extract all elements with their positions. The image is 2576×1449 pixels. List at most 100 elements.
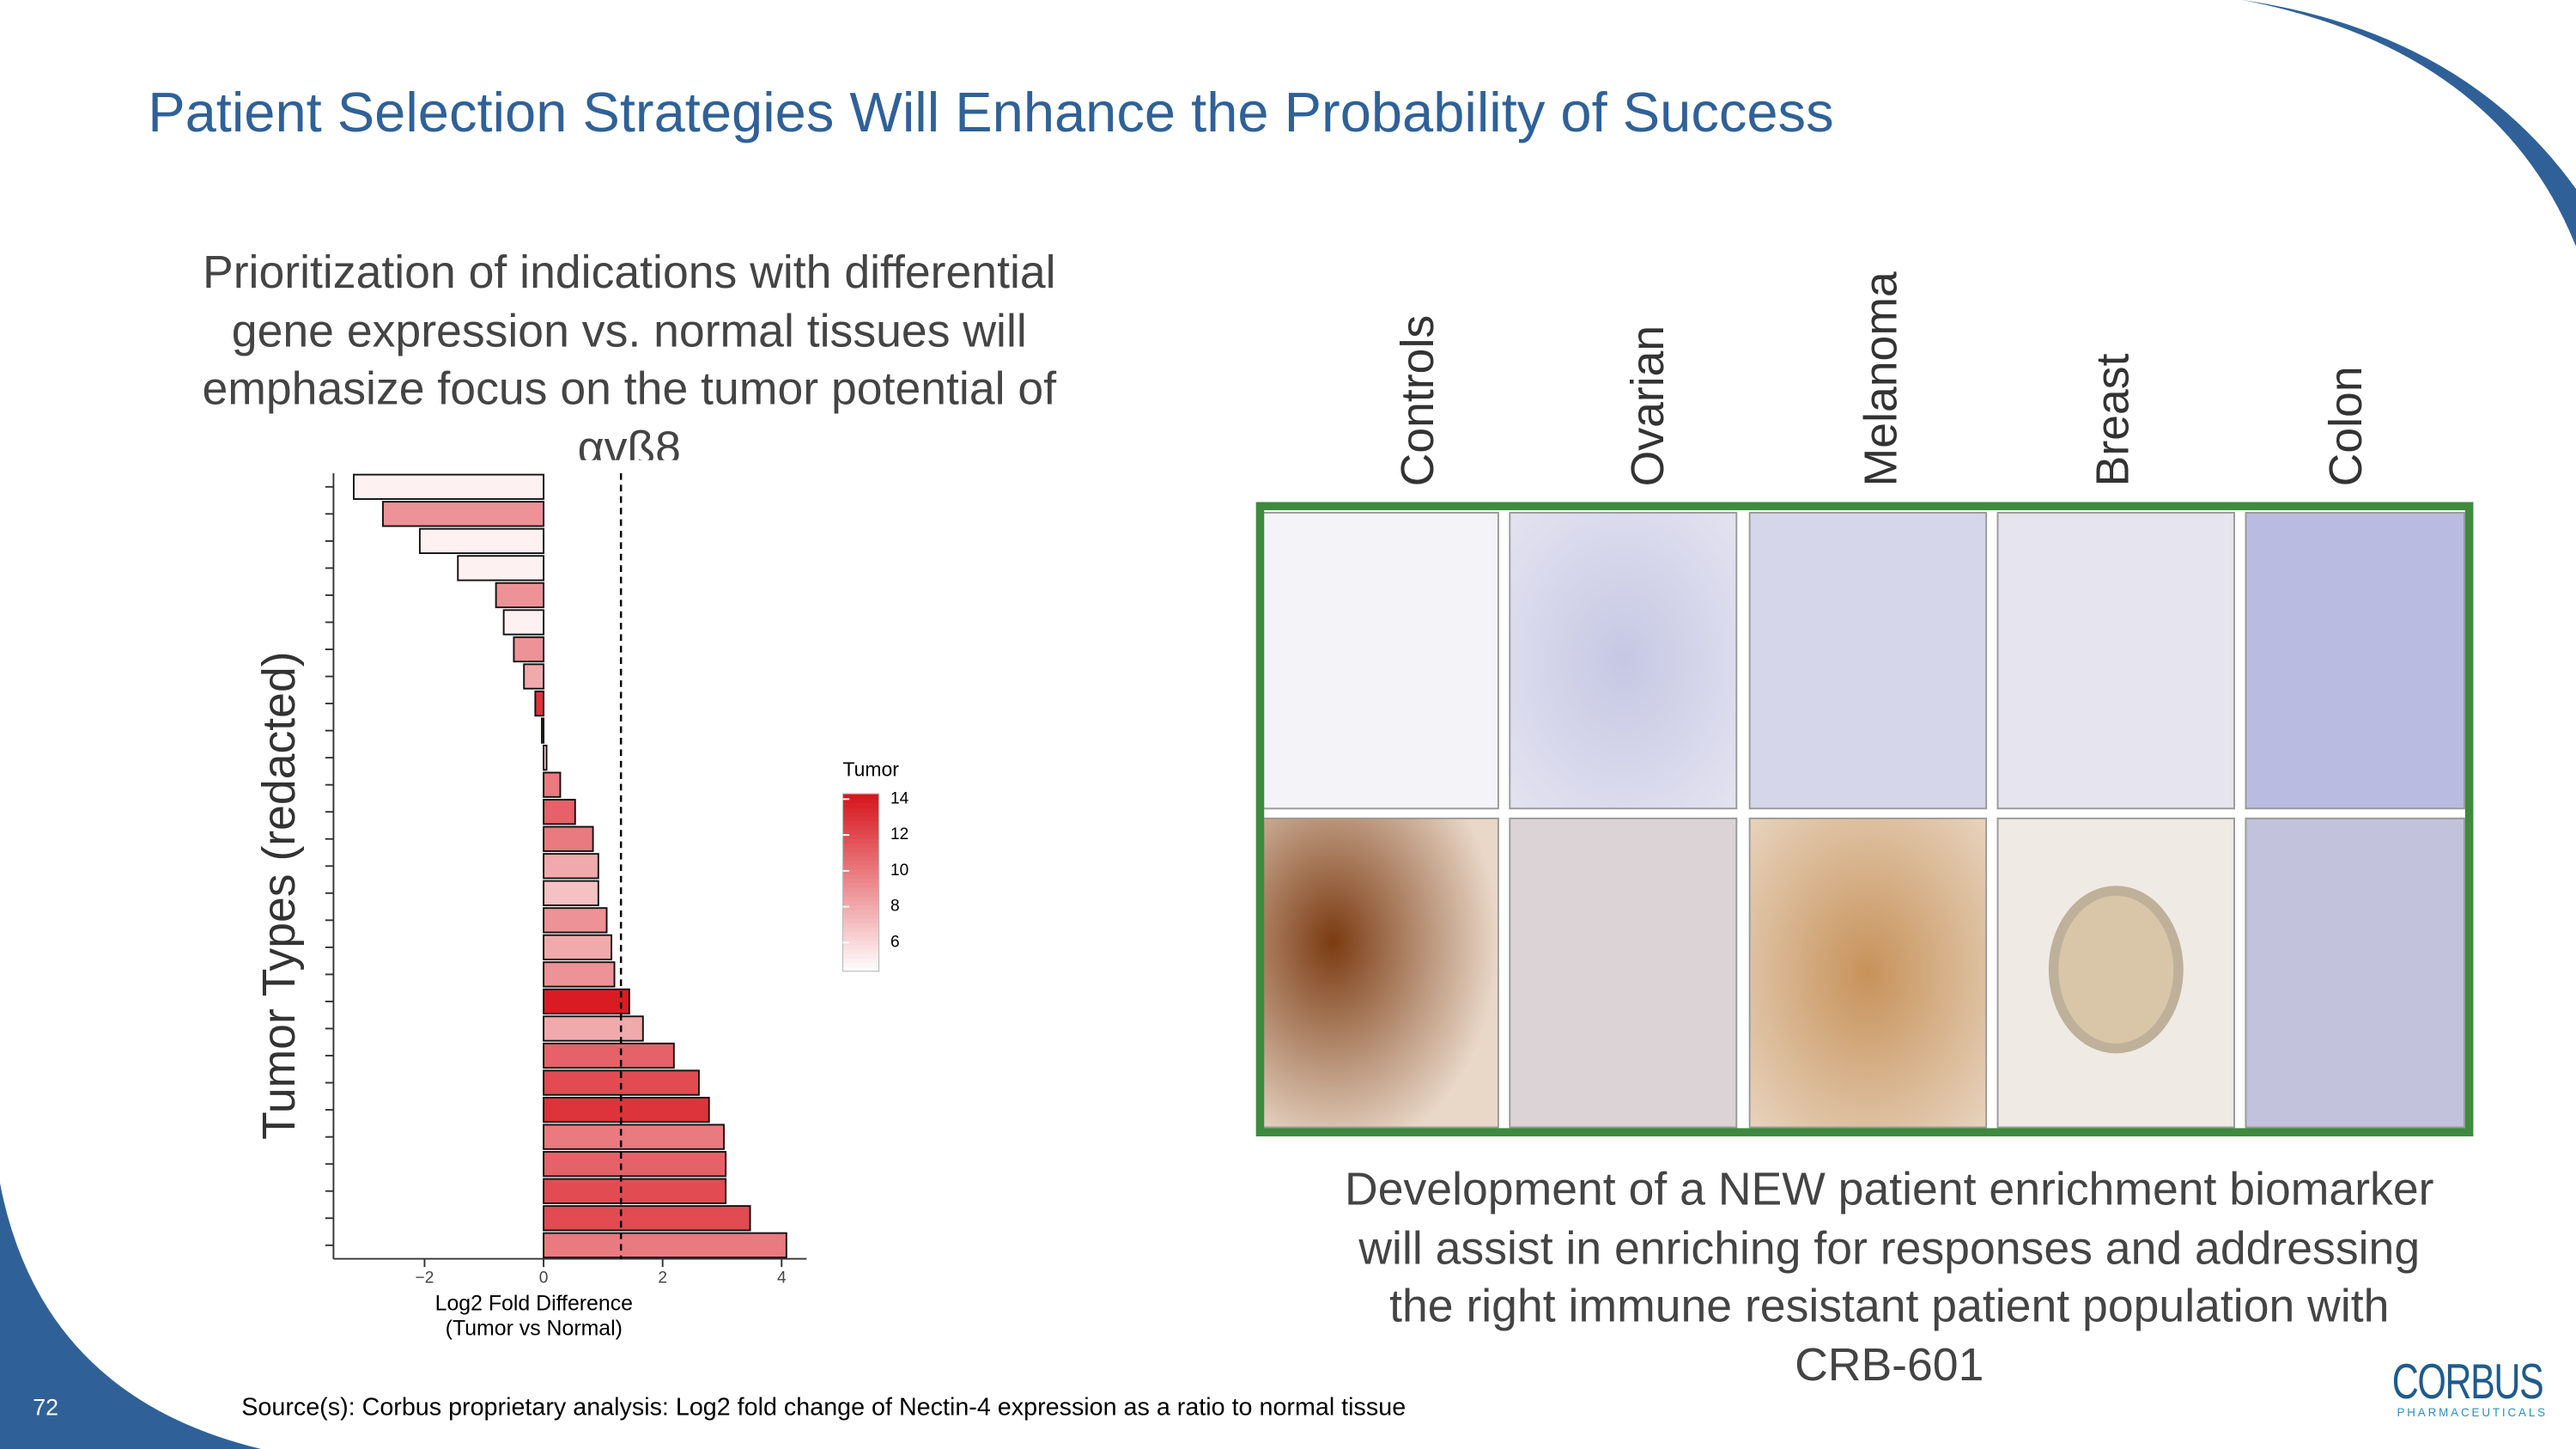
text-line: gene expression vs. normal tissues will [231,304,1027,356]
bar [523,663,545,690]
bar [543,853,599,880]
text-line: the right immune resistant patient popul… [1389,1280,2390,1331]
tissue-detail [2048,886,2184,1054]
colorbar-step [842,837,879,843]
colorbar-title: Tumor [843,758,900,780]
colorbar-step [842,966,879,972]
bar [543,1178,727,1204]
text-line: CRB-601 [1795,1338,1984,1390]
colorbar-step [842,825,879,831]
colorbar-step [842,811,879,817]
colorbar-step [842,802,879,808]
colorbar-step [842,855,879,861]
colorbar-tick-label: 14 [890,789,909,807]
colorbar-tick-label: 12 [890,825,908,843]
tissue-tile [2245,511,2465,810]
colorbar-step [842,882,879,888]
bar [543,771,562,798]
tissue-tile [1509,511,1738,810]
bar [543,988,630,1015]
colorbar-frame [841,793,880,972]
chart: −2 0 2 4 Log2 Fold Difference(Tumor vs Norma… [229,465,920,1353]
bar [502,609,545,636]
colorbar-step [842,886,879,892]
colorbar-step [842,794,879,800]
tissue-label: Melanoma [1856,271,1907,486]
text-line: emphasize focus on the tumor potential o… [202,362,1057,415]
colorbar-tick-label: 10 [890,861,908,880]
corner-arc [0,1183,262,1449]
colorbar-step [842,833,879,839]
colorbar-step [842,909,879,915]
bar [513,636,545,663]
colorbar-step [842,829,879,835]
tissue-tile [1748,511,1988,810]
bar [543,961,616,988]
x-tick-label: 0 [539,1269,549,1288]
x-tick-label: −2 [416,1269,434,1288]
colorbar-step [842,864,879,870]
x-axis-label: (Tumor vs Normal) [446,1316,623,1340]
tissue-tile [1261,817,1499,1129]
corner-arc-inner [2242,0,2576,190]
left-text: Prioritization of indications with diffe… [148,243,1110,460]
text-line: will assist in enriching for responses a… [1358,1221,2421,1273]
right-text: Development of a NEW patient enrichment … [1281,1160,2497,1394]
colorbar-step [842,962,879,968]
colorbar-step [842,904,879,910]
colorbar-step [842,842,879,849]
tissue-tile [1261,511,1499,810]
tissue-tile [1748,817,1988,1129]
x-axis-label: Log2 Fold Difference [435,1292,633,1316]
logo-name: CORBUS [2391,1355,2544,1410]
tissue-label: Colon [2321,366,2372,486]
colorbar-step [842,948,879,955]
colorbar-step [842,860,879,866]
colorbar-step [842,931,879,937]
tissue-panel: Controls Ovarian Melanoma Breast Colon [1255,271,2474,1137]
bar [543,907,608,934]
logo-tagline: PHARMACEUTICALS [2397,1408,2548,1421]
bar [543,1151,727,1178]
tissue-labels: Controls Ovarian Melanoma Breast Colon [1393,271,2372,486]
text-line: αvß8 [577,421,681,460]
x-tick-label: 4 [777,1269,787,1288]
tissue-label: Breast [2087,353,2138,486]
colorbar-step [842,798,879,804]
tissue-tile [1509,817,1738,1129]
colorbar-step [842,847,879,853]
bar [541,717,545,744]
bar [543,745,548,771]
page-number: 72 [33,1393,59,1421]
colorbar-step [842,895,879,902]
x-tick-label: 2 [658,1269,667,1288]
bar [543,1123,726,1150]
bar [543,1205,751,1232]
source-note: Source(s): Corbus proprietary analysis: … [241,1393,1406,1422]
tissue-tile [2245,817,2465,1129]
colorbar-step [842,922,879,928]
bar [534,690,545,717]
colorbar-step [842,940,879,946]
tissue-frame [1255,502,2474,1137]
text-line: Development of a NEW patient enrichment … [1345,1163,2434,1215]
bar [543,1096,710,1123]
bar [543,1232,787,1258]
colorbar-step [842,944,879,950]
colorbar-tick-label: 8 [890,898,900,916]
colorbar-step [842,917,879,923]
bar [543,825,594,852]
bar [495,581,545,609]
bar [381,501,545,527]
colorbar-step [842,958,879,964]
colorbar-step [842,807,879,813]
colorbar-step [842,927,879,933]
colorbar-step [842,935,879,941]
bar [353,473,545,500]
colorbar-step [842,878,879,884]
colorbar-step [842,868,879,875]
colorbar-step [842,953,879,959]
